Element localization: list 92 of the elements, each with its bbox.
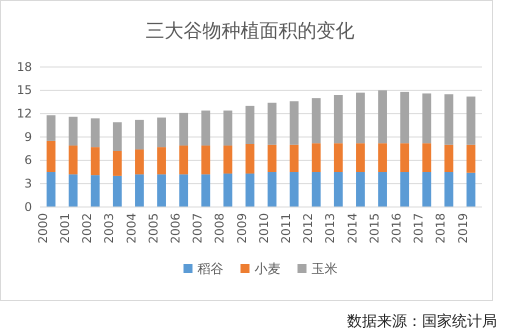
x-tick-label: 2006 bbox=[168, 213, 182, 244]
x-tick-label: 2010 bbox=[256, 213, 271, 244]
x-tick-label: 2005 bbox=[146, 213, 160, 244]
bar bbox=[201, 146, 210, 174]
bar bbox=[268, 102, 276, 145]
bar bbox=[444, 172, 454, 207]
x-tick-label: 2011 bbox=[278, 213, 293, 244]
bar bbox=[268, 144, 276, 172]
bar bbox=[422, 93, 432, 144]
bar bbox=[112, 176, 122, 207]
bar bbox=[356, 172, 365, 207]
x-tick-label: 2018 bbox=[434, 213, 448, 244]
bar bbox=[135, 149, 144, 174]
x-tick-label: 2019 bbox=[456, 213, 470, 244]
bar bbox=[223, 146, 232, 174]
bar bbox=[179, 112, 188, 146]
x-tick-label: 2014 bbox=[345, 213, 360, 244]
x-tick-label: 2008 bbox=[212, 213, 227, 244]
bar bbox=[223, 110, 232, 146]
y-tick-label: 15 bbox=[16, 83, 32, 98]
bar bbox=[312, 143, 321, 172]
bar bbox=[400, 92, 410, 144]
y-tick-label: 3 bbox=[24, 176, 32, 191]
bar bbox=[201, 174, 210, 207]
chart-title: 三大谷物种植面积的变化 bbox=[146, 20, 354, 42]
bar bbox=[290, 101, 299, 145]
bar bbox=[246, 106, 254, 144]
legend-label: 稻谷 bbox=[198, 262, 224, 277]
bar bbox=[378, 143, 387, 172]
bar bbox=[334, 143, 343, 172]
bar bbox=[378, 90, 387, 144]
bar bbox=[334, 172, 343, 207]
bar bbox=[68, 146, 78, 174]
y-tick-label: 0 bbox=[24, 200, 32, 214]
bar bbox=[135, 120, 144, 150]
legend-label: 小麦 bbox=[254, 262, 280, 277]
x-tick-label: 2013 bbox=[323, 213, 338, 244]
bar bbox=[312, 172, 321, 207]
bar bbox=[422, 143, 432, 172]
bar bbox=[400, 172, 410, 207]
bar bbox=[378, 172, 387, 207]
bar bbox=[356, 92, 365, 144]
x-tick-label: 2003 bbox=[102, 213, 116, 244]
bar bbox=[466, 96, 476, 145]
bar bbox=[356, 143, 365, 172]
bar bbox=[334, 95, 343, 144]
bar bbox=[179, 146, 188, 174]
bar bbox=[112, 122, 122, 151]
x-tick-label: 2002 bbox=[80, 213, 94, 244]
bar bbox=[68, 116, 78, 146]
bar bbox=[157, 147, 166, 174]
bar bbox=[90, 118, 100, 148]
bar bbox=[246, 174, 254, 207]
bar bbox=[46, 172, 56, 207]
y-tick-label: 9 bbox=[24, 130, 32, 144]
bar bbox=[246, 144, 254, 174]
x-tick-label: 2016 bbox=[389, 213, 404, 244]
bar bbox=[290, 172, 299, 207]
bar bbox=[223, 174, 232, 207]
bar bbox=[90, 147, 100, 176]
y-tick-label: 18 bbox=[16, 60, 32, 74]
x-tick-label: 2000 bbox=[36, 213, 50, 244]
x-tick-label: 2017 bbox=[412, 213, 426, 244]
bar bbox=[444, 144, 454, 172]
bar bbox=[90, 175, 100, 207]
bar bbox=[201, 110, 210, 146]
bar bbox=[157, 118, 166, 148]
x-tick-label: 2015 bbox=[367, 213, 382, 244]
bar bbox=[157, 174, 166, 207]
bar bbox=[400, 143, 410, 172]
bar bbox=[135, 174, 144, 207]
bar bbox=[68, 174, 78, 207]
bar bbox=[312, 98, 321, 144]
x-tick-label: 2007 bbox=[190, 213, 205, 244]
bar bbox=[290, 144, 299, 172]
bar bbox=[112, 151, 122, 176]
y-tick-label: 12 bbox=[16, 106, 32, 121]
x-tick-label: 2001 bbox=[58, 213, 72, 244]
source-note: 数据来源：国家统计局 bbox=[347, 312, 497, 330]
bar bbox=[46, 140, 56, 172]
x-tick-label: 2009 bbox=[234, 213, 249, 244]
y-tick-label: 6 bbox=[24, 153, 32, 168]
legend-label: 玉米 bbox=[312, 262, 338, 277]
bar bbox=[179, 174, 188, 207]
bar bbox=[466, 144, 476, 173]
bar bbox=[422, 172, 432, 207]
x-tick-label: 2012 bbox=[301, 213, 316, 244]
bar bbox=[46, 115, 56, 141]
bar bbox=[268, 172, 276, 207]
bar bbox=[444, 94, 454, 145]
x-tick-label: 2004 bbox=[124, 213, 138, 244]
bar bbox=[466, 172, 476, 207]
